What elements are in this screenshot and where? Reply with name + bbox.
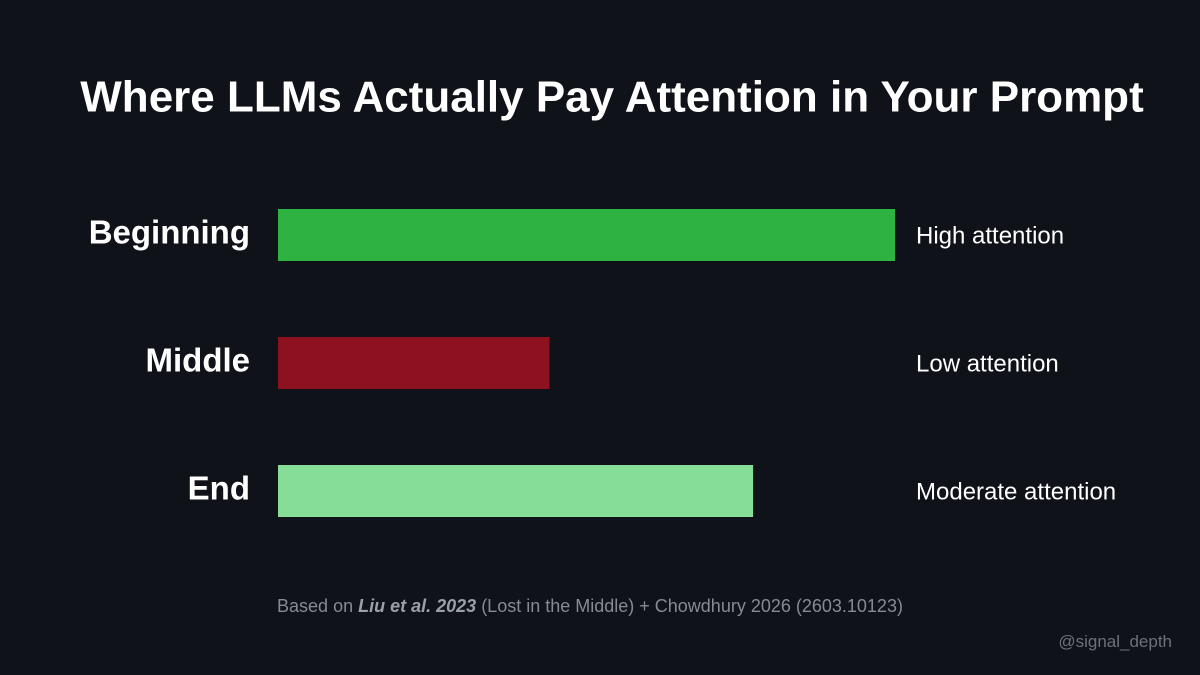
- bar: [278, 209, 895, 261]
- category-label: Middle: [146, 342, 251, 379]
- bar: [278, 337, 550, 389]
- bar-annotation: Low attention: [916, 350, 1059, 377]
- source-text: Based on: [277, 596, 354, 616]
- category-label: End: [188, 470, 250, 507]
- source-citation: Liu et al. 2023: [358, 596, 477, 616]
- category-label: Beginning: [89, 214, 250, 251]
- watermark: @signal_depth: [1058, 632, 1172, 651]
- source-text: (Lost in the Middle) + Chowdhury 2026 (2…: [481, 596, 903, 616]
- bar-annotation: High attention: [916, 222, 1064, 249]
- source-note: Based on Liu et al. 2023 (Lost in the Mi…: [0, 596, 1180, 617]
- bar: [278, 465, 754, 517]
- bar-annotation: Moderate attention: [916, 478, 1116, 505]
- chart-title: Where LLMs Actually Pay Attention in You…: [80, 73, 1144, 122]
